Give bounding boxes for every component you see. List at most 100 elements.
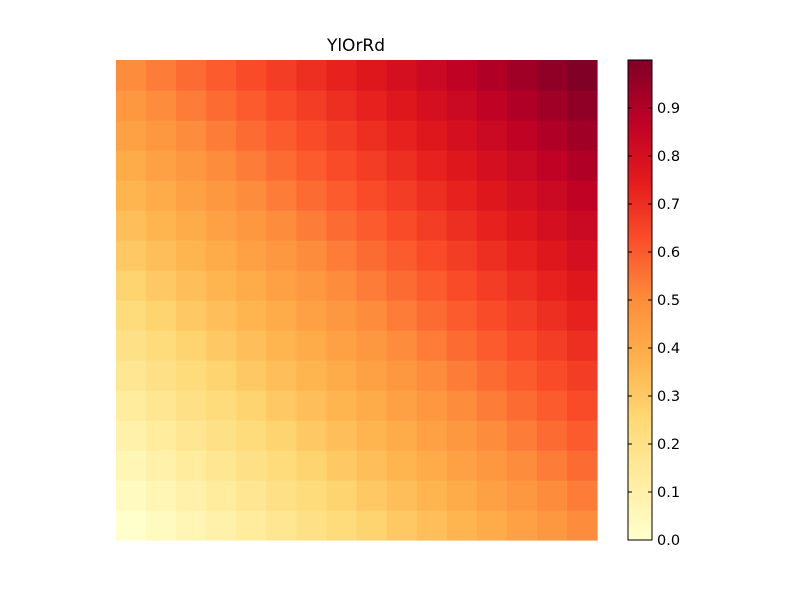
- heatmap-cell: [446, 450, 478, 481]
- heatmap-cell: [476, 510, 508, 541]
- heatmap-cell: [476, 360, 508, 391]
- heatmap-cell: [386, 240, 418, 271]
- heatmap-cell: [356, 360, 388, 391]
- heatmap-cell: [296, 480, 328, 511]
- heatmap-cell: [206, 420, 237, 451]
- heatmap-cell: [416, 90, 448, 121]
- heatmap-cell: [236, 390, 267, 421]
- heatmap-cell: [566, 360, 598, 391]
- heatmap-cell: [446, 60, 478, 91]
- heatmap-cell: [476, 270, 508, 301]
- heatmap-cell: [416, 510, 448, 541]
- heatmap-cell: [146, 510, 177, 541]
- heatmap-cell: [566, 300, 598, 331]
- heatmap-cell: [416, 150, 448, 181]
- heatmap-cell: [296, 300, 328, 331]
- heatmap-cell: [536, 330, 568, 361]
- heatmap-cell: [146, 180, 177, 211]
- heatmap-cell: [236, 240, 267, 271]
- heatmap-cell: [206, 330, 237, 361]
- heatmap-cell: [446, 300, 478, 331]
- heatmap-cell: [506, 240, 538, 271]
- colorbar-tick-label: 0.3: [657, 389, 680, 405]
- heatmap-cell: [266, 150, 297, 181]
- heatmap-cell: [536, 150, 568, 181]
- heatmap-cell: [116, 330, 147, 361]
- heatmap-cell: [116, 300, 147, 331]
- heatmap-cell: [356, 390, 388, 421]
- heatmap-cell: [386, 90, 418, 121]
- heatmap-cell: [566, 390, 598, 421]
- heatmap-cell: [326, 330, 358, 361]
- heatmap-cell: [176, 60, 207, 91]
- heatmap-cell: [356, 480, 388, 511]
- heatmap-cell: [566, 510, 598, 541]
- heatmap-cell: [236, 60, 267, 91]
- heatmap-cell: [326, 60, 358, 91]
- heatmap-cell: [176, 480, 207, 511]
- heatmap-cell: [446, 270, 478, 301]
- heatmap-cell: [566, 60, 598, 91]
- heatmap-cell: [386, 180, 418, 211]
- heatmap-cell: [506, 150, 538, 181]
- heatmap-cell: [356, 60, 388, 91]
- heatmap-cell: [446, 120, 478, 151]
- heatmap-cell: [296, 120, 328, 151]
- heatmap-cell: [536, 180, 568, 211]
- heatmap-cell: [536, 510, 568, 541]
- heatmap-cell: [536, 240, 568, 271]
- heatmap-cell: [146, 330, 177, 361]
- heatmap-cell: [506, 90, 538, 121]
- heatmap-cell: [356, 450, 388, 481]
- heatmap-cell: [476, 390, 508, 421]
- heatmap-cell: [356, 210, 388, 241]
- heatmap-cell: [146, 360, 177, 391]
- heatmap-cell: [146, 210, 177, 241]
- heatmap-cell: [506, 450, 538, 481]
- heatmap-cell: [446, 150, 478, 181]
- heatmap-cell: [206, 90, 237, 121]
- heatmap-cell: [116, 420, 147, 451]
- heatmap-cell: [206, 180, 237, 211]
- heatmap-cell: [386, 330, 418, 361]
- heatmap-cell: [266, 90, 297, 121]
- heatmap-cell: [446, 210, 478, 241]
- heatmap-cell: [146, 300, 177, 331]
- heatmap-cell: [476, 90, 508, 121]
- heatmap-cell: [266, 510, 297, 541]
- heatmap-cell: [476, 480, 508, 511]
- colorbar-tick-label: 0.9: [657, 101, 680, 117]
- heatmap-cell: [476, 180, 508, 211]
- heatmap-cell: [476, 210, 508, 241]
- heatmap-cell: [506, 390, 538, 421]
- heatmap-cell: [146, 450, 177, 481]
- heatmap-cell: [146, 60, 177, 91]
- heatmap-cell: [266, 60, 297, 91]
- heatmap-cell: [386, 450, 418, 481]
- heatmap-cell: [266, 210, 297, 241]
- heatmap-cell: [506, 120, 538, 151]
- heatmap-cell: [326, 510, 358, 541]
- heatmap-cell: [416, 60, 448, 91]
- heatmap-cell: [566, 150, 598, 181]
- heatmap-cell: [176, 120, 207, 151]
- heatmap-cell: [266, 270, 297, 301]
- heatmap-cell: [116, 60, 147, 91]
- heatmap-cell: [446, 180, 478, 211]
- heatmap-cell: [566, 210, 598, 241]
- heatmap-cell: [266, 120, 297, 151]
- heatmap-cell: [206, 510, 237, 541]
- heatmap-cell: [296, 210, 328, 241]
- heatmap-cell: [536, 270, 568, 301]
- heatmap-cell: [326, 90, 358, 121]
- heatmap-cell: [296, 240, 328, 271]
- colorbar-tick-label: 0.6: [657, 245, 680, 261]
- heatmap-cell: [206, 270, 237, 301]
- heatmap-cell: [296, 270, 328, 301]
- heatmap-cell: [566, 450, 598, 481]
- heatmap-cell: [326, 300, 358, 331]
- heatmap-cell: [236, 510, 267, 541]
- colorbar-tick-label: 0.7: [657, 197, 680, 213]
- heatmap-cell: [446, 510, 478, 541]
